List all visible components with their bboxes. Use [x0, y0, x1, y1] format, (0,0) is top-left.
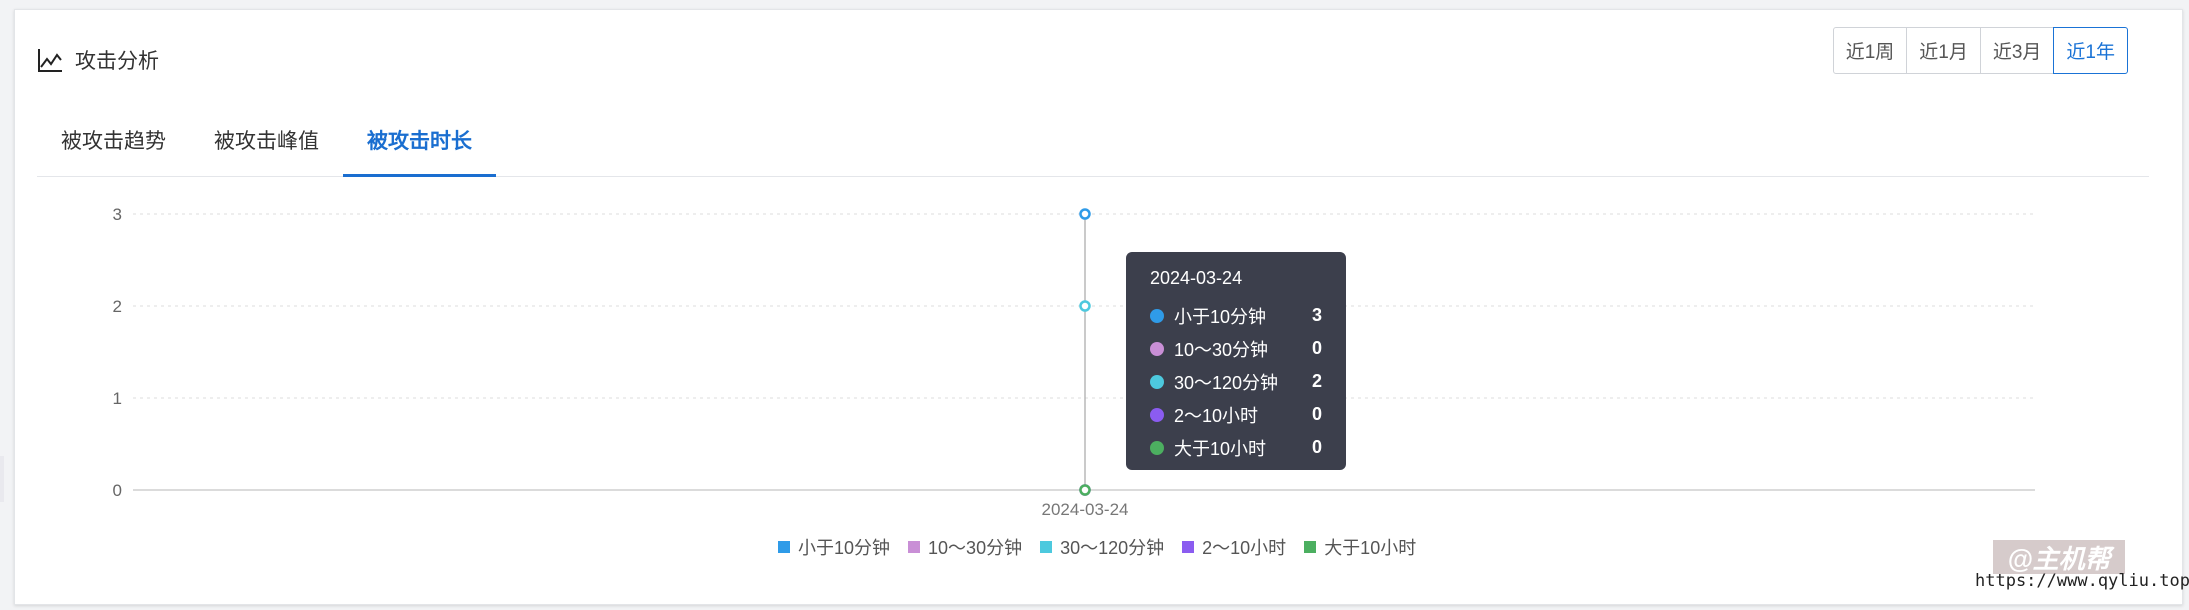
data-point [1079, 484, 1091, 496]
tooltip-value: 3 [1311, 305, 1322, 325]
series-color-dot [1150, 308, 1164, 323]
legend-swatch [1182, 541, 1195, 553]
legend-label: 小于10分钟 [798, 538, 891, 558]
tooltip-value: 0 [1311, 437, 1322, 457]
tooltip-row: 大于10小时 0 [1150, 431, 1322, 464]
legend-item[interactable]: 30～120分钟 [1040, 534, 1164, 560]
legend-swatch [1304, 541, 1317, 553]
legend-swatch [778, 541, 790, 553]
edge-handle [0, 456, 4, 502]
legend-label: 2～10小时 [1202, 538, 1287, 558]
range-1-month-button[interactable]: 近1月 [1906, 27, 1981, 74]
tooltip-row: 小于10分钟 3 [1150, 299, 1322, 332]
y-tick-label: 2 [113, 297, 122, 316]
range-1-week-button[interactable]: 近1周 [1832, 27, 1908, 74]
tooltip-label: 30～120分钟 [1174, 372, 1279, 393]
tooltip-label: 小于10分钟 [1174, 306, 1267, 327]
legend-label: 10～30分钟 [928, 538, 1023, 558]
time-range-selector: 近1周 近1月 近3月 近1年 [1832, 27, 2128, 74]
legend-item[interactable]: 10～30分钟 [908, 534, 1022, 560]
range-1-year-button[interactable]: 近1年 [2053, 27, 2128, 74]
tooltip-label: 10～30分钟 [1174, 339, 1269, 360]
chart-tooltip: 2024-03-24 小于10分钟 3 10～30分钟 0 30～120分钟 2… [1126, 252, 1346, 470]
series-color-dot [1150, 440, 1164, 455]
y-tick-label: 1 [113, 389, 122, 408]
tooltip-value: 0 [1311, 338, 1322, 358]
tooltip-date: 2024-03-24 [1150, 268, 1243, 288]
tooltip-label: 大于10小时 [1174, 438, 1267, 459]
card-header: 攻击分析 [37, 38, 159, 82]
data-point [1079, 300, 1091, 312]
data-point [1079, 208, 1091, 220]
card-title: 攻击分析 [75, 50, 159, 73]
legend-item[interactable]: 2～10小时 [1182, 534, 1286, 560]
watermark-logo: @主机帮 [1993, 540, 2125, 574]
series-color-dot [1150, 407, 1164, 422]
y-tick-label: 3 [113, 205, 122, 224]
range-3-month-button[interactable]: 近3月 [1979, 27, 2055, 74]
tab-attack-duration[interactable]: 被攻击时长 [343, 112, 496, 177]
analysis-tabs: 被攻击趋势 被攻击峰值 被攻击时长 [37, 112, 2149, 177]
legend-item[interactable]: 小于10分钟 [778, 534, 890, 560]
tooltip-value: 2 [1311, 371, 1322, 391]
tooltip-label: 2～10小时 [1174, 405, 1259, 426]
legend-item[interactable]: 大于10小时 [1304, 534, 1416, 560]
legend-label: 大于10小时 [1324, 538, 1417, 558]
legend-label: 30～120分钟 [1060, 538, 1165, 558]
watermark-url: https://www.qyliu.top [1975, 571, 2189, 591]
tooltip-row: 10～30分钟 0 [1150, 332, 1322, 365]
series-color-dot [1150, 374, 1164, 389]
tooltip-value: 0 [1311, 404, 1322, 424]
y-tick-label: 0 [113, 481, 122, 500]
chart-legend: 小于10分钟 10～30分钟 30～120分钟 2～10小时 大于10小时 [778, 534, 1434, 560]
tab-attack-peak[interactable]: 被攻击峰值 [214, 130, 319, 153]
legend-swatch [1040, 541, 1053, 553]
tooltip-row: 30～120分钟 2 [1150, 365, 1322, 398]
tooltip-row: 2～10小时 0 [1150, 398, 1322, 431]
attack-analysis-card: 攻击分析 近1周 近1月 近3月 近1年 被攻击趋势 被攻击峰值 被攻击时长 @… [14, 9, 2189, 605]
legend-swatch [908, 541, 921, 553]
x-tick-label: 2024-03-24 [1042, 500, 1129, 519]
line-chart-icon [38, 49, 62, 72]
tab-attack-trend[interactable]: 被攻击趋势 [61, 130, 166, 153]
series-color-dot [1150, 341, 1164, 356]
